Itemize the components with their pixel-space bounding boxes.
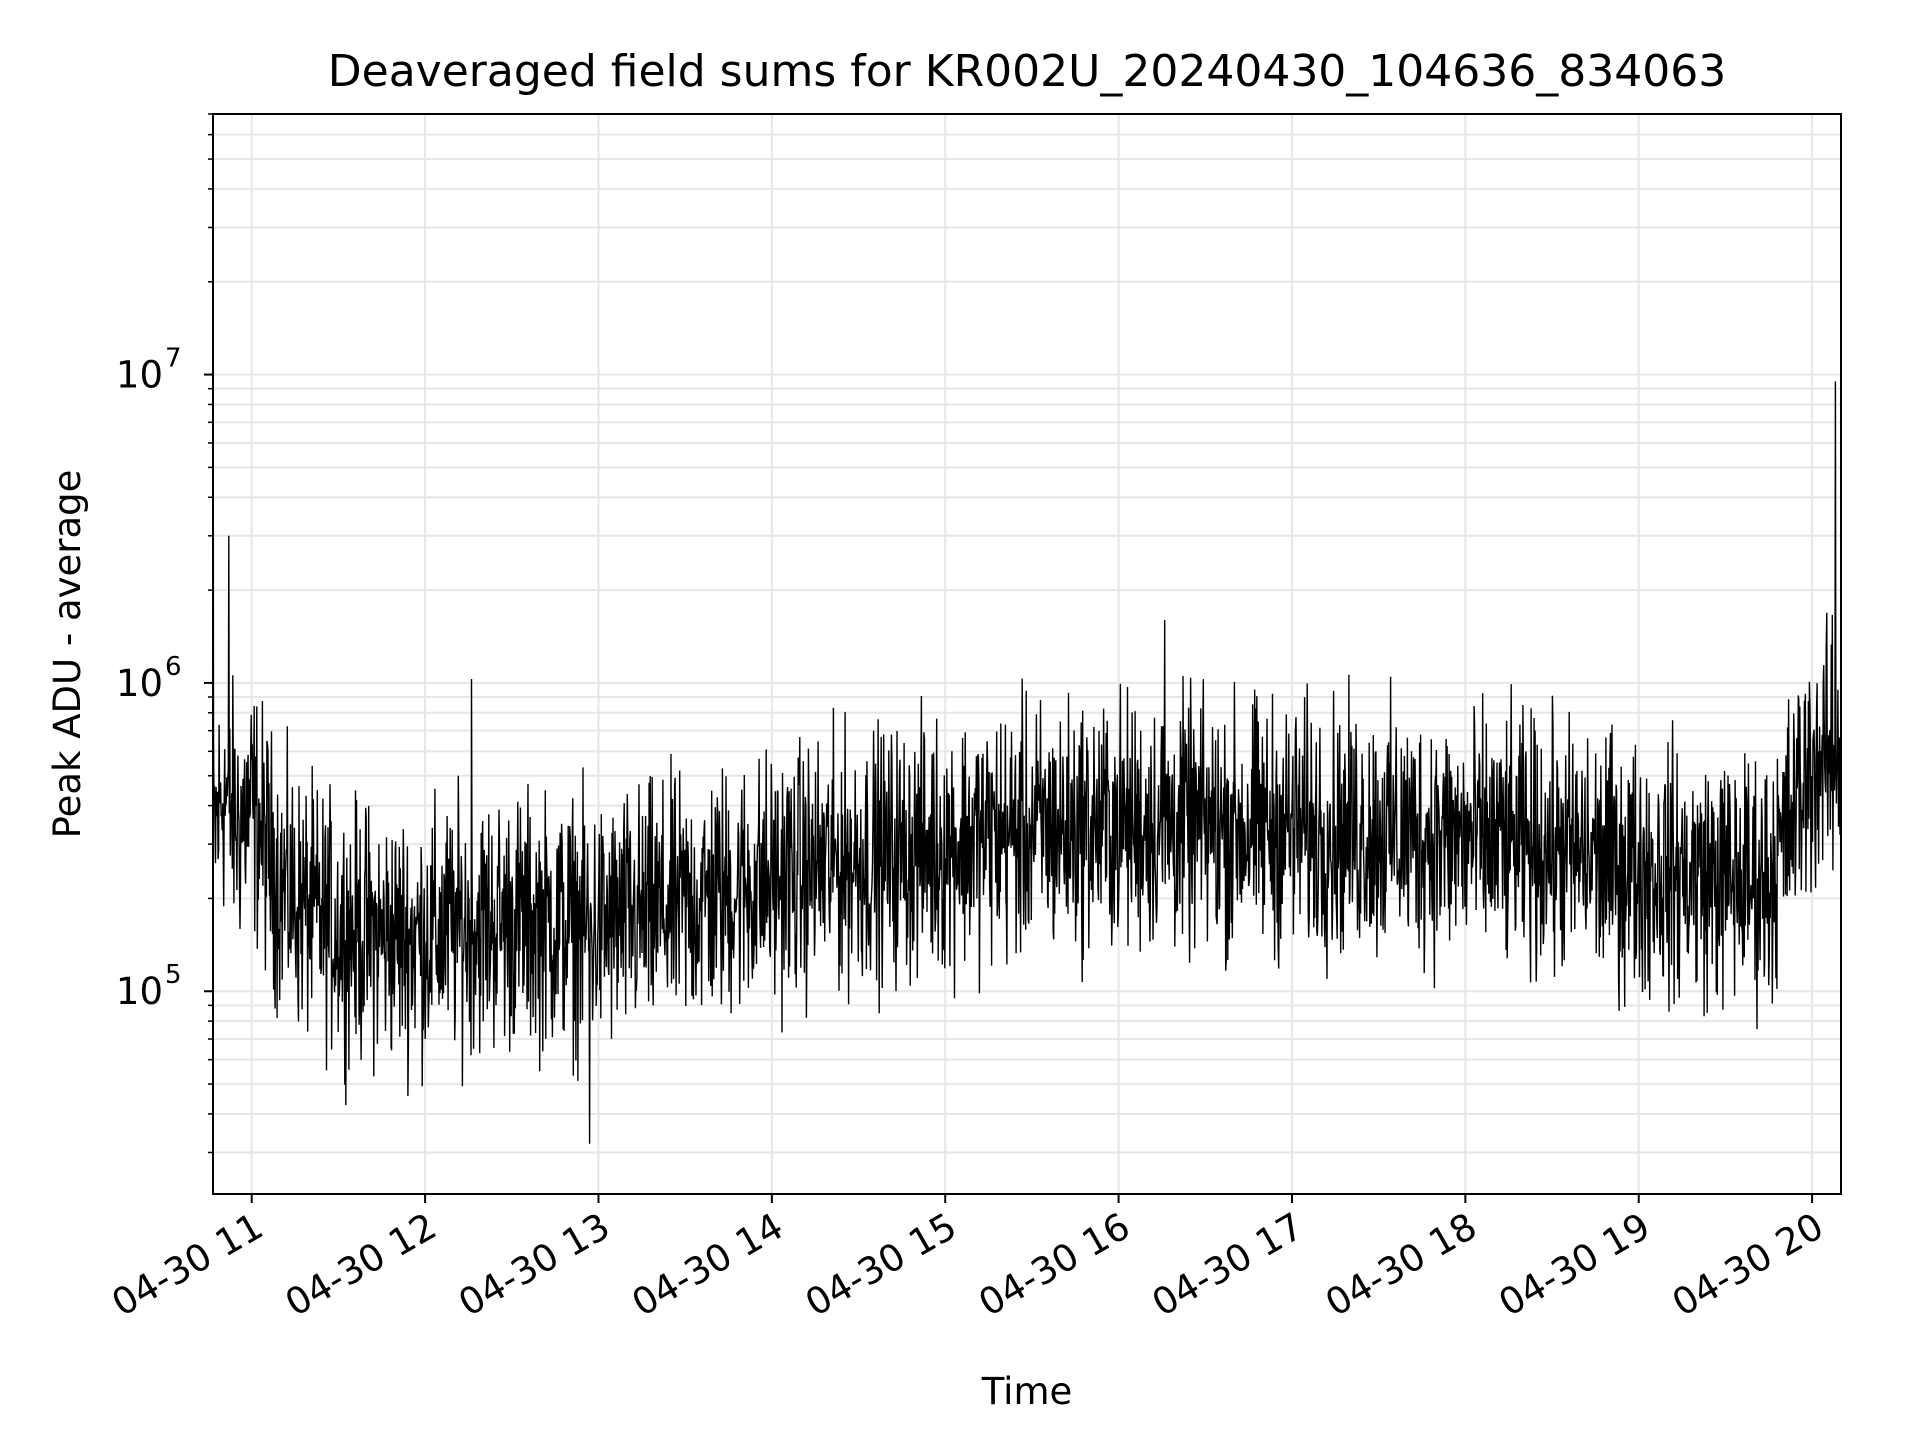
y-tick-label: 10 bbox=[116, 662, 163, 705]
y-tick-exponent: 7 bbox=[165, 344, 182, 374]
y-tick-exponent: 6 bbox=[165, 652, 182, 682]
series-line bbox=[212, 173, 1842, 1144]
data-series bbox=[212, 173, 1842, 1144]
y-axis-label: Peak ADU - average bbox=[46, 470, 89, 839]
plot-frame bbox=[212, 113, 1842, 1195]
y-tick-exponent: 5 bbox=[165, 960, 182, 990]
y-tick-label: 10 bbox=[116, 354, 163, 397]
x-axis-label: Time bbox=[981, 1370, 1073, 1413]
chart-title: Deaveraged field sums for KR002U_2024043… bbox=[328, 46, 1726, 97]
y-tick-label: 10 bbox=[116, 970, 163, 1013]
